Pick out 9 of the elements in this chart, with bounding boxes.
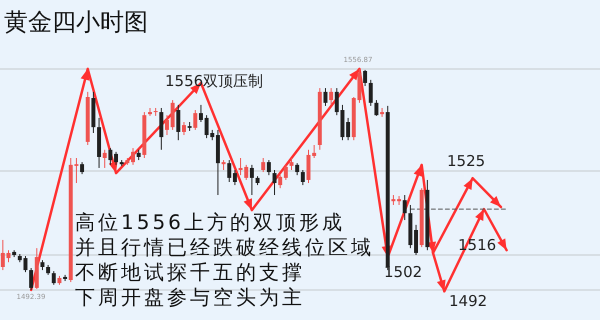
annotation: 高位1556上方的双顶形成 — [75, 210, 345, 234]
annotation: 1502 — [384, 263, 422, 281]
annotation: 并且行情已经跌破经线位区域 — [75, 235, 374, 259]
annotation: 1556双顶压制 — [165, 72, 264, 90]
annotation: 不断地试探千五的支撑 — [75, 260, 305, 284]
annotation: 1525 — [447, 152, 486, 170]
title: 黄金四小时图 — [4, 8, 148, 36]
annotation: 1492 — [449, 292, 488, 310]
annotation: 下周开盘参与空头为主 — [75, 285, 305, 309]
